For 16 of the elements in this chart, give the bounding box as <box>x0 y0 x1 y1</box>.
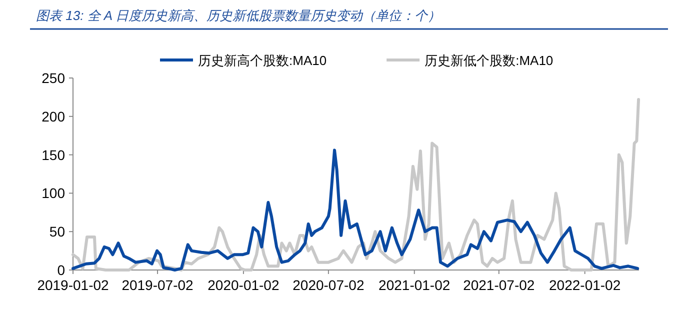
y-tick-label: 50 <box>49 224 66 240</box>
x-tick-label: 2022-01-02 <box>549 277 621 293</box>
x-tick-label: 2020-01-02 <box>208 277 280 293</box>
x-tick-label: 2020-07-02 <box>292 277 364 293</box>
legend-label: 历史新高个股数:MA10 <box>198 53 327 68</box>
y-tick-label: 250 <box>42 70 66 86</box>
y-tick-label: 100 <box>42 185 66 202</box>
x-tick-label: 2021-07-02 <box>463 277 535 293</box>
y-tick-label: 150 <box>42 146 66 163</box>
y-tick-label: 200 <box>42 108 66 124</box>
legend-label: 历史新低个股数:MA10 <box>424 53 554 68</box>
y-tick-label: 0 <box>57 262 66 278</box>
chart-title: 图表 13: 全 A 日度历史新高、历史新低股票数量历史变动（单位：个） <box>36 8 441 23</box>
x-tick-label: 2019-01-02 <box>37 277 110 293</box>
x-tick-label: 2021-01-02 <box>378 277 450 293</box>
x-tick-label: 2019-07-02 <box>122 277 194 293</box>
